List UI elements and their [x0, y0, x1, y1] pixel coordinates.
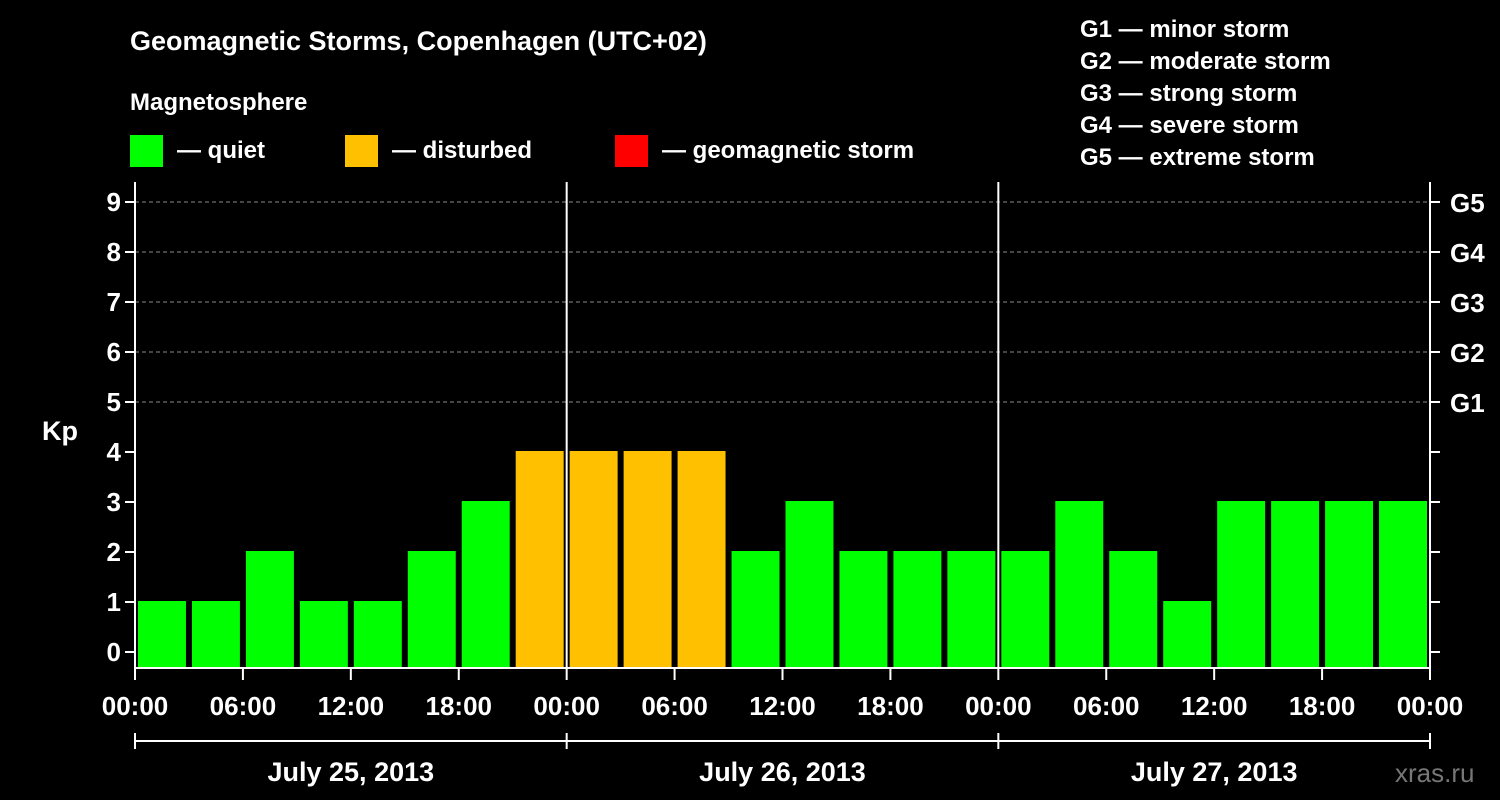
y-tick-label: 0 — [107, 637, 121, 667]
kp-bar — [1379, 501, 1427, 668]
x-tick-label: 06:00 — [210, 691, 277, 721]
x-tick-label: 18:00 — [426, 691, 493, 721]
storm-scale-item: G4 — severe storm — [1080, 112, 1299, 139]
kp-bar — [245, 551, 294, 668]
chart-title: Geomagnetic Storms, Copenhagen (UTC+02) — [130, 26, 707, 56]
kp-bar — [1109, 551, 1158, 668]
kp-bar — [623, 451, 672, 668]
legend: — quiet — disturbed — geomagnetic storm — [130, 135, 914, 167]
y-tick-label: 8 — [107, 237, 121, 267]
kp-bar — [677, 451, 726, 668]
day-label: July 25, 2013 — [268, 757, 435, 787]
kp-bar — [569, 451, 618, 668]
kp-bar — [839, 551, 888, 668]
kp-bar — [893, 551, 942, 668]
x-tick-label: 06:00 — [1073, 691, 1140, 721]
y-tick-label: 3 — [107, 487, 121, 517]
y-tick-label: 2 — [107, 537, 121, 567]
y-tick-label: 5 — [107, 387, 121, 417]
kp-bar — [731, 551, 780, 668]
kp-bar — [1271, 501, 1320, 668]
kp-bar — [299, 601, 348, 668]
kp-bar — [138, 601, 186, 668]
kp-bar — [785, 501, 834, 668]
g-scale-label: G4 — [1450, 238, 1485, 268]
axes: 0 1 2 3 4 5 6 7 8 9 G1 G2 G3 G4 G5 00:00 06:00 12:00 18:00… — [102, 182, 1485, 787]
legend-label: — geomagnetic storm — [662, 137, 914, 164]
x-tick-label: 12:00 — [318, 691, 385, 721]
y-tick-label: 1 — [107, 587, 121, 617]
x-tick-label: 18:00 — [1289, 691, 1356, 721]
grid-lines — [135, 182, 1430, 668]
legend-swatch — [345, 135, 378, 167]
x-tick-label: 12:00 — [1181, 691, 1248, 721]
x-tick-label: 00:00 — [965, 691, 1032, 721]
day-label: July 26, 2013 — [699, 757, 866, 787]
x-tick-label: 00:00 — [533, 691, 600, 721]
kp-bar — [461, 501, 510, 668]
y-tick-label: 9 — [107, 187, 121, 217]
x-tick-label: 12:00 — [749, 691, 816, 721]
legend-label: — disturbed — [392, 137, 532, 164]
x-tick-label: 00:00 — [1397, 691, 1464, 721]
kp-bar — [1325, 501, 1374, 668]
kp-bar — [947, 551, 996, 668]
storm-scale-item: G2 — moderate storm — [1080, 48, 1331, 75]
y-tick-label: 6 — [107, 337, 121, 367]
day-label: July 27, 2013 — [1131, 757, 1298, 787]
kp-bar — [191, 601, 240, 668]
kp-bar — [407, 551, 456, 668]
storm-scale-legend: G1 — minor storm G2 — moderate storm G3 — … — [1080, 16, 1331, 171]
legend-swatch — [615, 135, 648, 167]
kp-bar — [353, 601, 402, 668]
bars — [138, 451, 1427, 668]
watermark: xras.ru — [1395, 758, 1474, 788]
x-tick-label: 00:00 — [102, 691, 169, 721]
g-scale-label: G3 — [1450, 288, 1485, 318]
g-scale-label: G2 — [1450, 338, 1485, 368]
legend-swatch — [130, 135, 163, 167]
g-scale-label: G5 — [1450, 188, 1485, 218]
g-scale-label: G1 — [1450, 388, 1485, 418]
kp-bar — [1163, 601, 1212, 668]
y-axis-label: Kp — [42, 416, 78, 446]
y-tick-label: 7 — [107, 287, 121, 317]
storm-scale-item: G5 — extreme storm — [1080, 144, 1315, 171]
kp-bar — [1001, 551, 1050, 668]
plot-area — [135, 182, 1430, 668]
storm-scale-item: G1 — minor storm — [1080, 16, 1289, 43]
kp-bar — [1217, 501, 1266, 668]
legend-label: — quiet — [177, 137, 265, 164]
kp-bar — [515, 451, 564, 668]
x-tick-label: 18:00 — [857, 691, 924, 721]
kp-bar — [1055, 501, 1104, 668]
x-tick-label: 06:00 — [641, 691, 708, 721]
legend-title: Magnetosphere — [130, 89, 307, 116]
y-tick-label: 4 — [107, 437, 122, 467]
storm-scale-item: G3 — strong storm — [1080, 80, 1297, 107]
